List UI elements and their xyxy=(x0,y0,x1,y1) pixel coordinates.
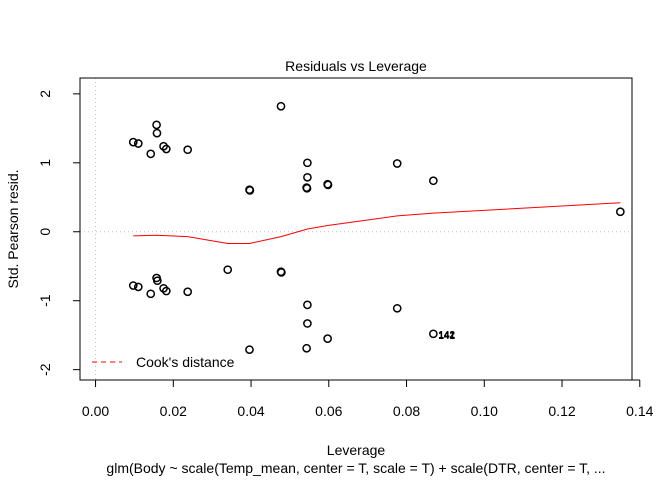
data-point xyxy=(303,158,312,168)
y-tick-label: 2 xyxy=(37,90,53,98)
x-tick-label: 0.10 xyxy=(471,403,498,419)
data-point xyxy=(133,282,143,292)
data-point xyxy=(303,172,312,182)
data-point xyxy=(153,276,162,286)
data-point xyxy=(128,281,138,290)
x-tick-label: 0.02 xyxy=(160,403,187,419)
data-point xyxy=(245,345,254,355)
point-label: 142 xyxy=(438,330,455,341)
y-tick-label: -2 xyxy=(37,363,53,376)
model-formula-subtitle: glm(Body ~ scale(Temp_mean, center = T, … xyxy=(106,460,605,476)
data-point xyxy=(302,343,311,353)
smoother-line-group xyxy=(133,202,621,244)
x-tick-label: 0.14 xyxy=(626,403,653,419)
data-point xyxy=(146,149,156,159)
y-tick-label: 1 xyxy=(37,159,53,167)
data-point xyxy=(303,300,312,310)
data-point xyxy=(159,141,168,151)
data-point xyxy=(429,176,438,186)
data-point xyxy=(392,159,402,168)
plot-frame xyxy=(79,77,633,381)
x-tick-label: 0.06 xyxy=(315,403,342,419)
data-point xyxy=(245,186,255,195)
data-point xyxy=(128,137,138,147)
data-point xyxy=(161,286,171,296)
x-tick-label: 0.04 xyxy=(237,403,264,419)
data-point xyxy=(615,207,625,217)
data-point xyxy=(183,145,193,155)
data-point xyxy=(146,289,156,299)
x-axis-label: Leverage xyxy=(327,442,386,458)
x-tick-label: 0.00 xyxy=(82,403,109,419)
x-tick-label: 0.08 xyxy=(393,403,420,419)
x-tick-label: 0.12 xyxy=(548,403,575,419)
chart-title: Residuals vs Leverage xyxy=(285,58,427,74)
data-point xyxy=(276,101,286,111)
data-point xyxy=(161,144,171,154)
y-axis-label: Std. Pearson resid. xyxy=(5,169,21,288)
data-point xyxy=(159,283,168,293)
data-point xyxy=(323,180,333,190)
data-point xyxy=(133,139,143,148)
data-point xyxy=(323,334,332,343)
reference-lines xyxy=(80,78,632,380)
data-point xyxy=(152,128,162,138)
smoother-line xyxy=(133,202,621,244)
data-point xyxy=(223,265,233,275)
point-label: 141 xyxy=(438,331,455,342)
data-point xyxy=(429,329,438,339)
y-axis: -2 -1 0 1 2 xyxy=(37,90,81,376)
data-point xyxy=(277,268,286,277)
data-point xyxy=(303,319,312,328)
y-tick-label: -1 xyxy=(37,294,53,307)
data-point xyxy=(152,120,161,130)
x-axis: 0.00 0.02 0.04 0.06 0.08 0.10 0.12 0.14 xyxy=(82,379,654,419)
legend: Cook's distance xyxy=(92,354,235,370)
data-point xyxy=(183,287,193,297)
legend-cooks-label: Cook's distance xyxy=(136,354,235,370)
y-tick-label: 0 xyxy=(37,228,53,236)
data-points xyxy=(128,101,625,355)
data-point xyxy=(392,303,402,313)
data-point xyxy=(302,183,312,193)
